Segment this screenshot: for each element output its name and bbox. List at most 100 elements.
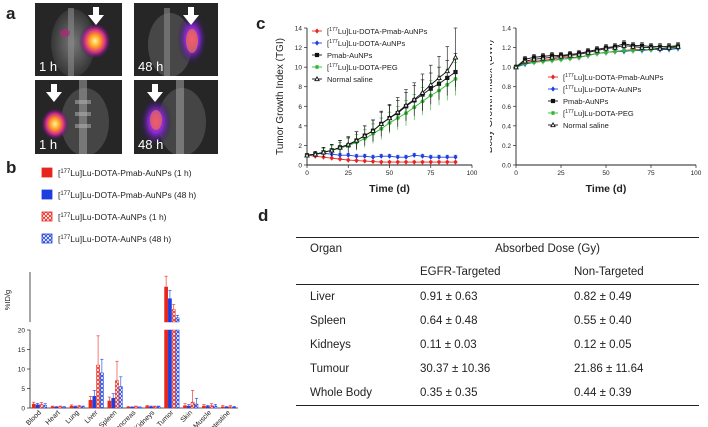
data-point (379, 153, 384, 159)
y-tick-label: 0.8 (502, 84, 511, 91)
data-point (549, 58, 555, 63)
bar (31, 403, 36, 409)
x-tick-label: 100 (467, 170, 478, 177)
scan-time-label: 48 h (138, 59, 164, 74)
bar (107, 400, 112, 409)
organ-cell: Kidneys (310, 339, 351, 351)
bar (126, 406, 131, 409)
data-point (594, 47, 600, 53)
y-tick-label: 1.2 (502, 45, 511, 52)
panel-label-d: d (258, 206, 269, 225)
bar (69, 405, 74, 409)
x-tick-label: 75 (427, 170, 435, 177)
bar (171, 329, 176, 409)
legend-swatch (41, 189, 53, 200)
arrow-icon (88, 7, 104, 25)
nontargeted-cell: 0.12 ± 0.05 (574, 339, 632, 351)
y-tick-label: 2 (298, 143, 302, 150)
data-point (453, 154, 458, 160)
y-tick-label: 0 (21, 406, 25, 413)
data-point (361, 132, 368, 138)
data-point (612, 44, 618, 50)
table-row: Spleen 0.64 ± 0.48 0.55 ± 0.40 (296, 309, 699, 333)
data-point (411, 96, 418, 102)
data-point (362, 153, 367, 159)
data-point (403, 102, 409, 108)
organ-cell: Whole Body (296, 381, 396, 406)
bar (39, 404, 44, 409)
series-line (306, 57, 456, 156)
data-point (412, 152, 417, 158)
targeted-cell: 30.37 ± 10.36 (420, 363, 491, 375)
data-point (354, 153, 359, 159)
data-point (428, 154, 433, 160)
data-point (403, 159, 409, 165)
data-point (320, 149, 327, 155)
panel-label-c: c (256, 14, 266, 33)
data-point (395, 154, 400, 160)
scan-image-1h-bottom: 1 h (35, 80, 122, 154)
nontargeted-cell: 0.55 ± 0.40 (574, 315, 632, 327)
dose-header: Absorbed Dose (Gy) (396, 237, 699, 260)
arrow-icon (46, 84, 62, 102)
bar (96, 364, 100, 409)
bar (232, 406, 237, 409)
legend-label: [177Lu]Lu-DOTA-AuNPs (1 h) (58, 212, 167, 222)
scan-image-48h-bottom: 48 h (134, 80, 218, 154)
category-label: Tumor (156, 409, 176, 427)
targeted-cell: 0.35 ± 0.35 (396, 381, 546, 406)
legend-swatch (41, 167, 53, 178)
data-point (603, 45, 609, 51)
data-point (329, 155, 334, 161)
data-point (328, 147, 335, 153)
bar (152, 406, 157, 409)
bar (115, 380, 119, 409)
x-tick-label: 25 (557, 170, 565, 177)
y-tick-label: 1.0 (502, 65, 511, 72)
table-row: Kidneys 0.11 ± 0.03 0.12 ± 0.05 (296, 333, 699, 357)
series--177lu-lu-dota-aunps (304, 150, 458, 160)
bwi-line-chart: 0 25 50 75 100 0.0 0.2 0.4 0.6 0.8 1.0 1.2 1.4 Time (… (490, 26, 702, 196)
data-point (314, 28, 320, 34)
arrow-icon (147, 84, 163, 102)
y-axis-label: Tumor Growth Index (TGI) (275, 38, 286, 155)
bar (111, 398, 116, 409)
data-point (370, 127, 376, 133)
organ-header: Organ (296, 237, 396, 260)
bar (168, 329, 172, 409)
data-point (427, 81, 434, 87)
bar (145, 406, 150, 409)
legend-label: Normal saline (563, 121, 609, 130)
bar (228, 406, 233, 409)
scan-image-48h-top: 48 h (134, 3, 218, 76)
legend-swatch (41, 211, 53, 222)
data-point (412, 159, 417, 165)
data-point (395, 159, 400, 165)
data-point (386, 115, 393, 121)
targeted-cell: 0.91 ± 0.63 (420, 291, 478, 303)
bar (220, 406, 225, 409)
category-label: Spleen (98, 409, 118, 427)
data-point (346, 152, 351, 158)
y-tick-label: 0.6 (502, 104, 511, 111)
bar (156, 406, 161, 409)
data-point (420, 159, 425, 165)
organ-cell: Tumour (310, 363, 350, 375)
data-point (444, 68, 451, 74)
legend-label: [177Lu]Lu-DOTA-PEG (563, 109, 634, 118)
y-tick-label: 20 (18, 328, 26, 335)
data-point (648, 44, 654, 50)
data-point (314, 40, 320, 46)
y-tick-label: 12 (295, 45, 303, 52)
data-point (612, 49, 618, 54)
table-row: Whole Body 0.35 ± 0.35 0.44 ± 0.39 (296, 381, 699, 406)
data-point (379, 159, 384, 165)
x-tick-label: 25 (345, 170, 353, 177)
data-point (394, 109, 401, 115)
bar (50, 406, 55, 409)
bar (224, 406, 229, 409)
scan-time-label: 1 h (39, 59, 58, 74)
bar (77, 406, 82, 409)
y-tick-label: 6 (298, 104, 302, 111)
data-point (436, 74, 442, 81)
